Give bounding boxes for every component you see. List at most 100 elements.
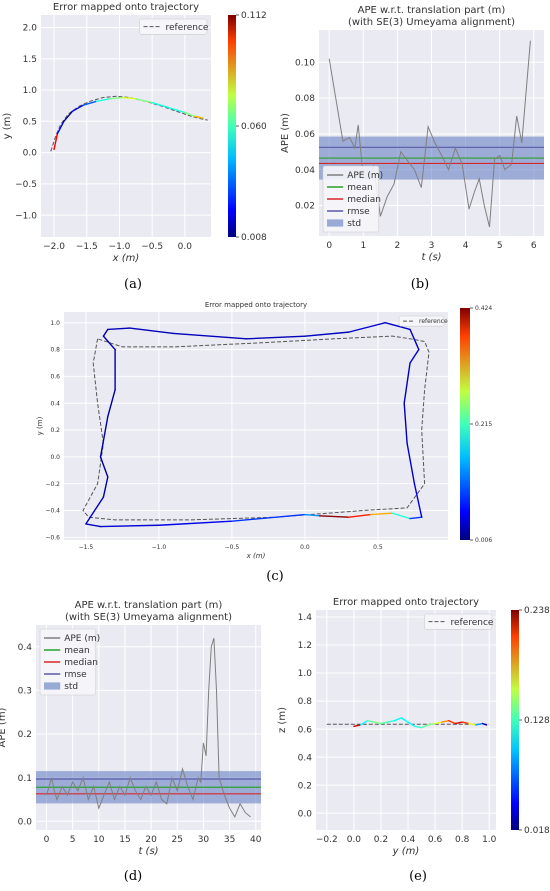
- panel-label-d: (d): [124, 869, 142, 884]
- y-tick-label: 0.6: [298, 725, 313, 735]
- legend-label-std: std: [64, 682, 78, 692]
- panel-label-e: (e): [409, 869, 427, 884]
- trajectory-segment: [409, 348, 420, 364]
- colorbar: [460, 308, 470, 540]
- legend-label-std: std: [347, 219, 361, 229]
- y-tick-label: 0.1: [18, 774, 32, 784]
- trajectory-segment: [454, 721, 463, 725]
- panel-d: 0 5 10 15 20 25 30 35 40 0.0 0.1 0.2 0.3 0.4 t (s) APE …: [0, 600, 262, 857]
- colorbar-mid-tick-label: 0.060: [241, 122, 267, 132]
- x-tick-label: 0.5: [373, 544, 383, 551]
- legend-swatch-std: [327, 219, 344, 227]
- y-tick-label: 0.4: [298, 753, 313, 763]
- x-tick-label: −1.5: [76, 242, 98, 252]
- y-axis-label: APE (m): [0, 707, 8, 747]
- trajectory-segment: [359, 720, 369, 726]
- legend-label-rmse: rmse: [347, 207, 370, 217]
- x-tick-label: −0.2: [316, 835, 338, 845]
- x-tick-label: 6: [531, 241, 537, 251]
- colorbar-mid-tick-label: 0.215: [475, 421, 492, 428]
- x-tick-label: 5: [70, 835, 76, 845]
- trajectory-segment: [409, 328, 420, 351]
- chart-subtitle: (with SE(3) Umeyama alignment): [65, 612, 232, 623]
- trajectory-segment: [387, 720, 396, 723]
- y-tick-label: −0.6: [45, 534, 60, 541]
- trajectory-segment: [434, 721, 443, 725]
- trajectory-segment: [413, 482, 423, 518]
- panel-label-b: (b): [411, 277, 429, 292]
- x-tick-label: 0.0: [300, 544, 310, 551]
- y-tick-label: −1.0: [15, 211, 37, 221]
- legend-box: [139, 18, 208, 35]
- colorbar-mid-tick-label: 0.128: [524, 716, 550, 726]
- x-tick-label: 40: [250, 835, 262, 845]
- chart-title: Error mapped onto trajectory: [333, 597, 479, 608]
- colorbar-min-tick-label: 0.018: [524, 826, 550, 836]
- y-tick-label: 1.0: [298, 669, 313, 679]
- x-tick-label: 4: [463, 241, 469, 251]
- legend-box: [398, 315, 445, 327]
- colorbar-max-tick-label: 0.112: [241, 11, 267, 21]
- trajectory-segment: [481, 722, 488, 726]
- trajectory-segment: [95, 98, 111, 102]
- ape-series-line: [46, 637, 251, 819]
- trajectory-segment: [99, 524, 160, 528]
- y-tick-label: 0.8: [298, 697, 313, 707]
- trajectory-segment: [409, 516, 423, 520]
- trajectory-segment: [447, 720, 457, 725]
- y-tick-label: 0.3: [18, 687, 32, 697]
- trajectory-segment: [348, 513, 372, 518]
- reference-trajectory: [82, 335, 430, 521]
- y-tick-label: 1.4: [298, 613, 313, 623]
- trajectory-segment: [107, 327, 131, 331]
- legend-label-ape: APE (m): [347, 171, 383, 181]
- trajectory-segment: [53, 133, 59, 151]
- legend-label-reference: reference: [166, 23, 209, 33]
- trajectory-segment: [63, 110, 74, 123]
- y-tick-label: 1.0: [23, 86, 38, 96]
- y-tick-label: 0.0: [18, 817, 33, 827]
- colorbar-min-tick-label: 0.008: [241, 233, 267, 243]
- trajectory-segment: [393, 717, 402, 722]
- legend-label-mean: mean: [347, 183, 373, 193]
- x-tick-label: 0.4: [401, 835, 416, 845]
- y-axis-label: y (m): [36, 416, 44, 435]
- legend-swatch-std: [44, 682, 61, 690]
- y-tick-label: 1.5: [23, 55, 37, 65]
- trajectory-segment: [108, 96, 124, 100]
- x-axis-label: t (s): [421, 252, 441, 263]
- x-tick-label: −1.5: [79, 544, 94, 551]
- trajectory-segment: [353, 724, 362, 728]
- trajectory-segment: [369, 512, 394, 516]
- trajectory-segment: [99, 415, 109, 458]
- trajectory-segment: [380, 721, 389, 725]
- trajectory-segment: [461, 721, 470, 725]
- trajectory-segment: [184, 111, 196, 118]
- trajectory-segment: [304, 331, 350, 337]
- trajectory-segment: [158, 520, 233, 526]
- trajectory-segment: [99, 456, 109, 478]
- y-tick-label: −0.5: [15, 180, 37, 190]
- x-tick-label: 15: [119, 835, 130, 845]
- colorbar-min-tick-label: 0.006: [475, 537, 492, 544]
- y-tick-label: 0.8: [50, 347, 60, 354]
- x-tick-label: −0.5: [141, 242, 163, 252]
- y-tick-label: 2.0: [23, 24, 38, 34]
- colorbar-max-tick-label: 0.238: [524, 606, 550, 616]
- x-tick-label: −2.0: [43, 242, 65, 252]
- y-tick-label: 0.6: [50, 373, 60, 380]
- y-axis-label: y (m): [2, 113, 13, 140]
- trajectory-segment: [403, 402, 408, 445]
- y-tick-label: 1.2: [298, 641, 312, 651]
- y-tick-label: 0.2: [298, 781, 312, 791]
- x-tick-label: 1: [360, 241, 366, 251]
- colorbar: [511, 610, 519, 830]
- legend-label-rmse: rmse: [64, 670, 87, 680]
- trajectory-segment: [135, 98, 153, 104]
- y-tick-label: −0.2: [45, 481, 60, 488]
- y-tick-label: 0.08: [295, 94, 315, 104]
- x-tick-label: 0.6: [428, 835, 443, 845]
- y-tick-label: 0.2: [50, 427, 60, 434]
- x-tick-label: 0.0: [178, 242, 193, 252]
